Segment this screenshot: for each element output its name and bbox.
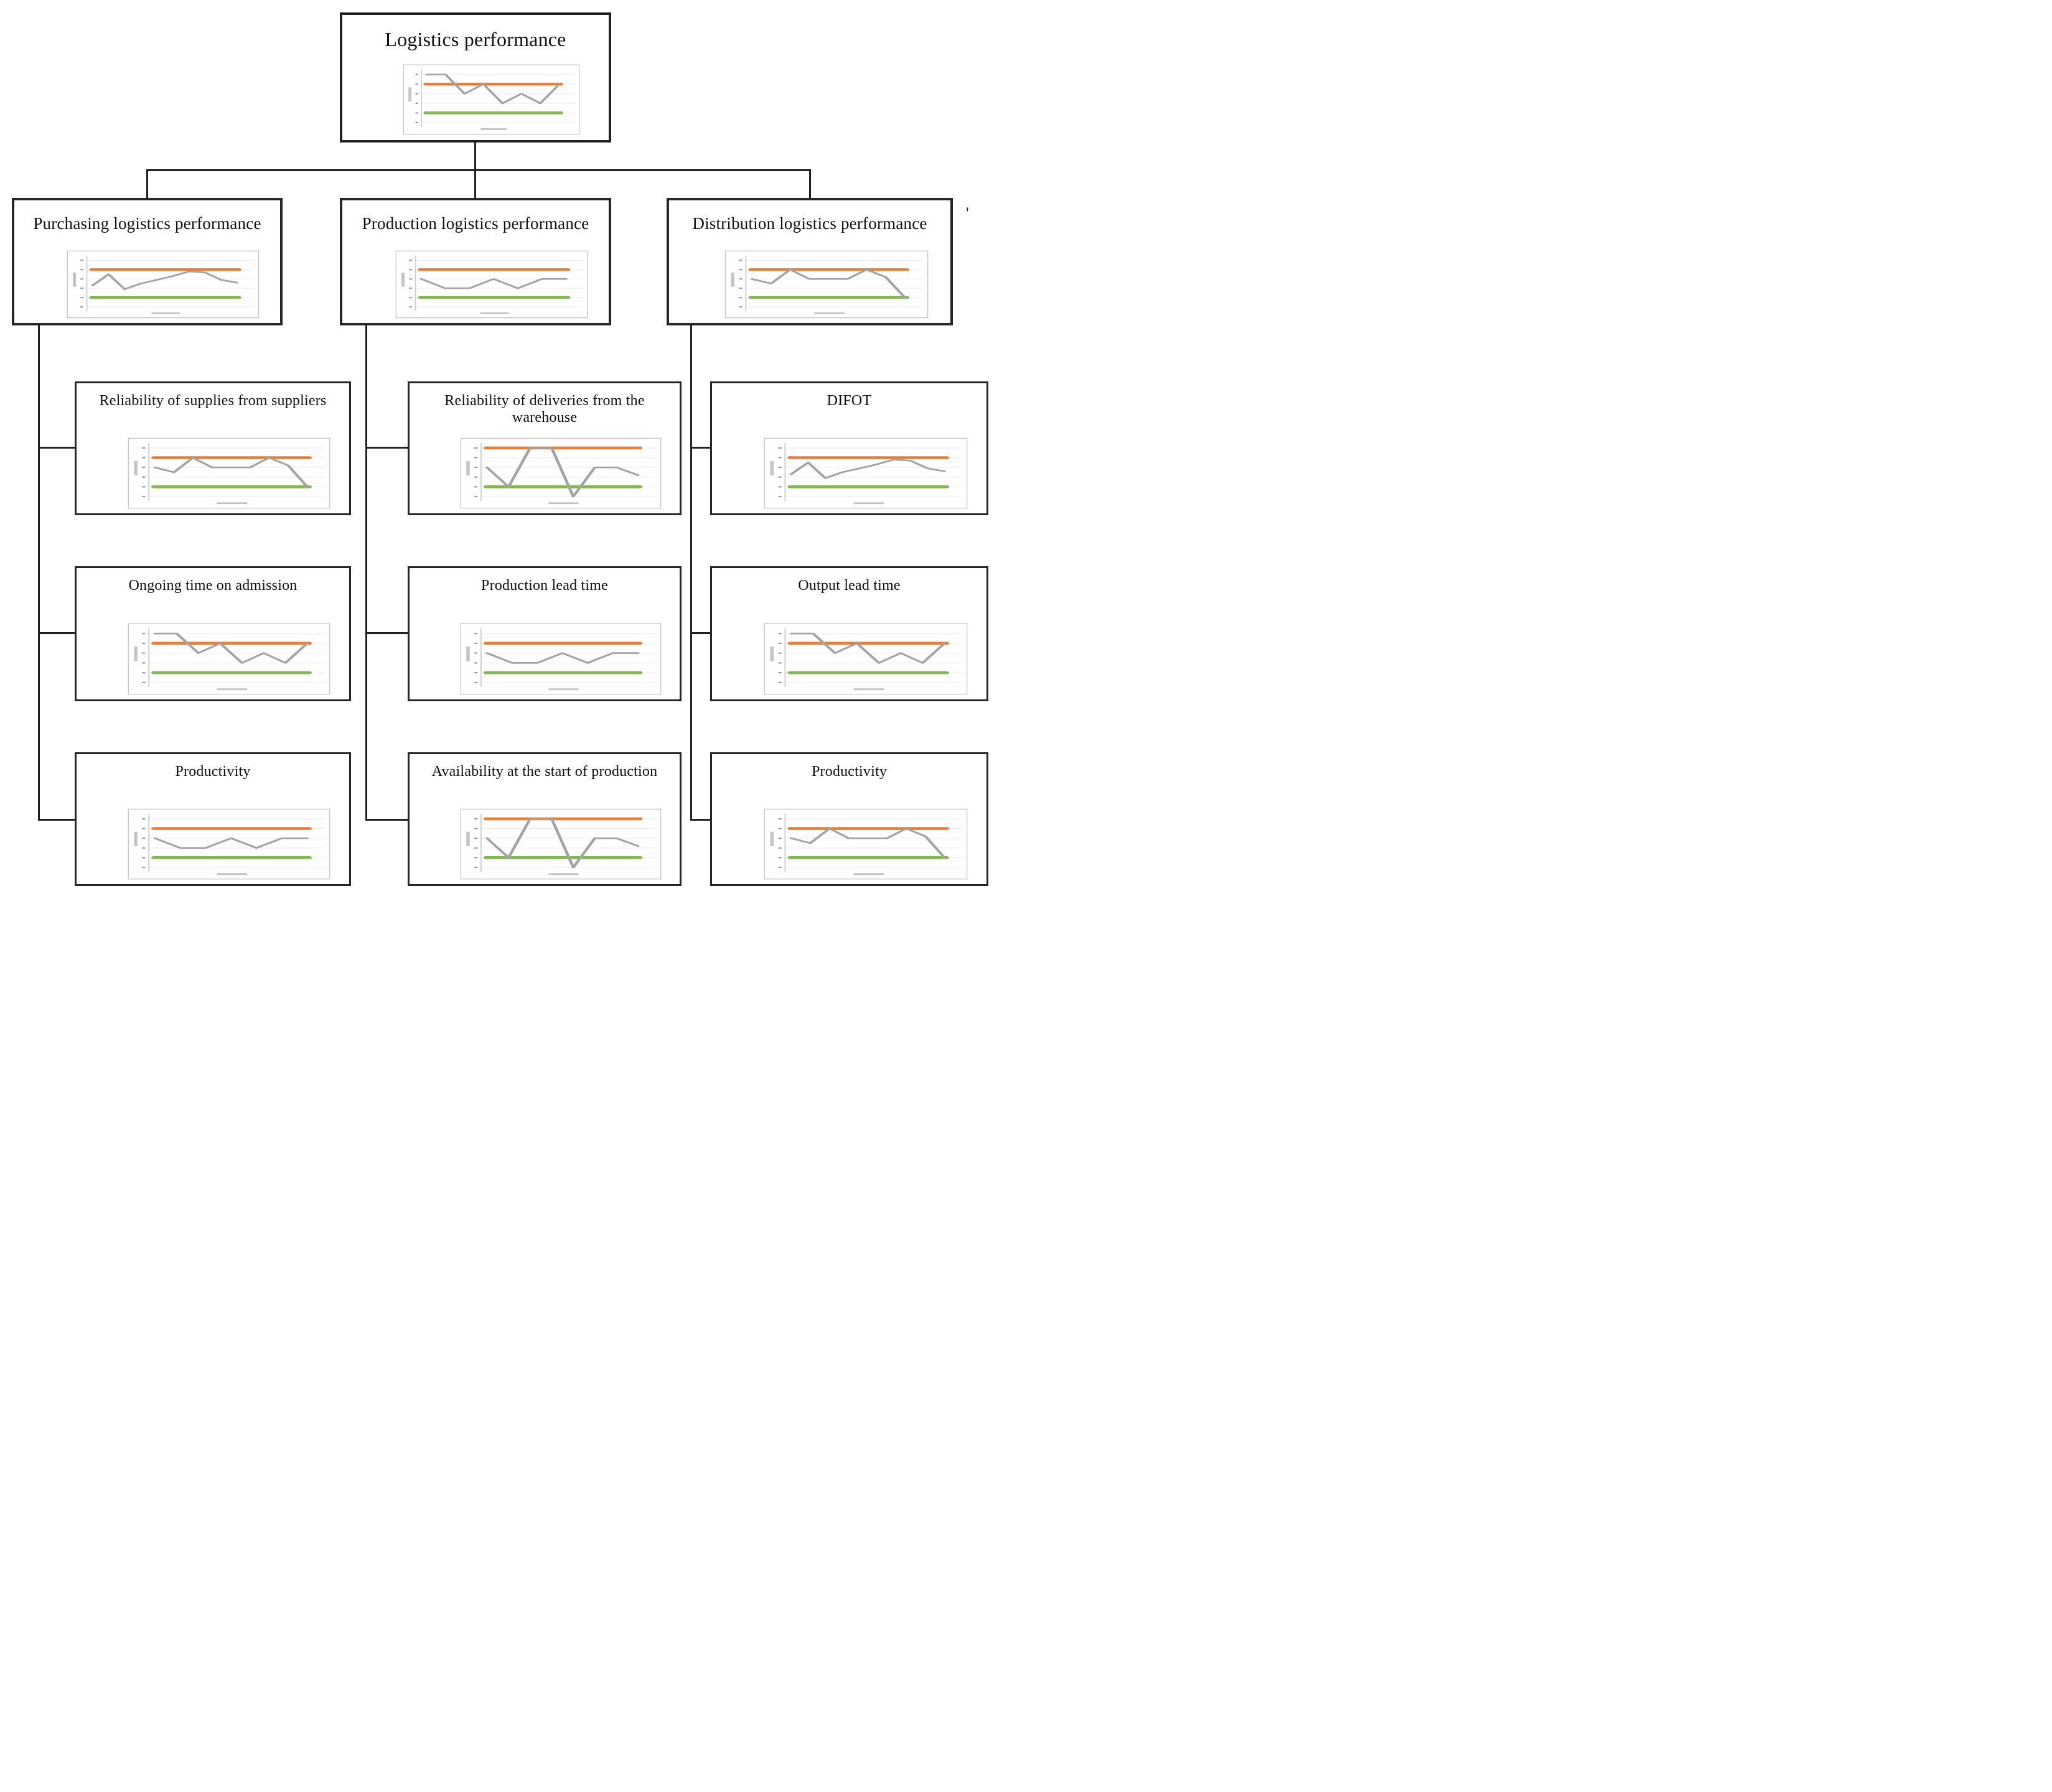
node-ongoing-time-on-admission: Ongoing time on admission	[75, 566, 351, 701]
connector-stub-purchasing-2	[38, 632, 75, 634]
kpi-line-chart	[401, 255, 583, 314]
node-distribution-logistics: Distribution logistics performance	[667, 198, 953, 325]
node-reliability-of-supplies: Reliability of supplies from suppliers	[75, 381, 351, 515]
node-title: Purchasing logistics performance	[33, 214, 261, 233]
connector-stub-purchasing-1	[38, 447, 75, 449]
node-title: Productivity	[811, 763, 888, 780]
kpi-chart-panel	[764, 808, 968, 879]
kpi-chart-panel	[764, 623, 968, 694]
node-title: Ongoing time on admission	[128, 577, 297, 594]
kpi-line-chart	[134, 628, 326, 690]
connector-distribution-spine	[690, 324, 692, 821]
connector-level1-bar	[146, 169, 811, 171]
node-purchasing-logistics: Purchasing logistics performance	[12, 198, 283, 325]
kpi-line-chart	[466, 442, 657, 504]
kpi-line-chart	[134, 813, 326, 875]
connector-stub-distribution-1	[690, 447, 710, 449]
node-title: Reliability of supplies from suppliers	[99, 393, 327, 409]
connector-stub-distribution-3	[690, 819, 710, 821]
node-title: Distribution logistics performance	[692, 214, 927, 233]
stray-apostrophe-mark: '	[966, 204, 969, 222]
kpi-chart-panel	[128, 437, 330, 508]
kpi-chart-panel	[461, 808, 661, 879]
kpi-line-chart	[134, 442, 326, 504]
node-production-logistics: Production logistics performance	[340, 198, 611, 325]
node-title: Reliability of deliveries from the wareh…	[444, 393, 645, 426]
connector-production-spine	[365, 324, 367, 821]
kpi-chart-panel	[461, 623, 661, 694]
kpi-line-chart	[73, 255, 255, 314]
node-distribution-productivity: Productivity	[710, 752, 988, 886]
kpi-line-chart	[770, 628, 963, 690]
node-title: Availability at the start of production	[431, 763, 658, 780]
kpi-chart-panel	[67, 250, 259, 319]
kpi-chart-panel	[725, 250, 928, 319]
connector-stub-purchasing-3	[38, 819, 75, 821]
connector-stub-production-1	[365, 447, 408, 449]
connector-stub-production-3	[365, 819, 408, 821]
kpi-chart-panel	[403, 65, 579, 134]
kpi-line-chart	[466, 813, 657, 875]
node-difot: DIFOT	[710, 381, 988, 515]
connector-purchasing-spine	[38, 324, 40, 821]
kpi-line-chart	[770, 442, 963, 504]
kpi-line-chart	[731, 255, 924, 314]
kpi-line-chart	[770, 813, 963, 875]
connector-stub-production-2	[365, 632, 408, 634]
node-logistics-performance: Logistics performance	[340, 12, 611, 142]
node-title: Productivity	[175, 763, 251, 780]
connector-drop-production	[474, 169, 476, 199]
node-title: Production logistics performance	[362, 214, 589, 233]
node-availability-start-production: Availability at the start of production	[408, 752, 682, 886]
node-title: DIFOT	[827, 393, 872, 409]
node-reliability-of-deliveries: Reliability of deliveries from the wareh…	[408, 381, 682, 515]
kpi-line-chart	[408, 70, 576, 131]
node-output-lead-time: Output lead time	[710, 566, 988, 701]
node-title: Logistics performance	[385, 28, 566, 50]
connector-drop-purchasing	[146, 169, 148, 199]
kpi-chart-panel	[764, 437, 968, 508]
kpi-line-chart	[466, 628, 657, 690]
node-title: Output lead time	[798, 577, 901, 594]
node-purchasing-productivity: Productivity	[75, 752, 351, 886]
logistics-kpi-tree-diagram: Logistics performance Purchasing logisti…	[0, 0, 1026, 896]
kpi-chart-panel	[128, 623, 330, 694]
connector-root-drop	[474, 142, 476, 171]
connector-stub-distribution-2	[690, 632, 710, 634]
node-production-lead-time: Production lead time	[408, 566, 682, 701]
kpi-chart-panel	[461, 437, 661, 508]
kpi-chart-panel	[395, 250, 588, 319]
node-title: Production lead time	[481, 577, 608, 594]
connector-drop-distribution	[809, 169, 811, 199]
kpi-chart-panel	[128, 808, 330, 879]
